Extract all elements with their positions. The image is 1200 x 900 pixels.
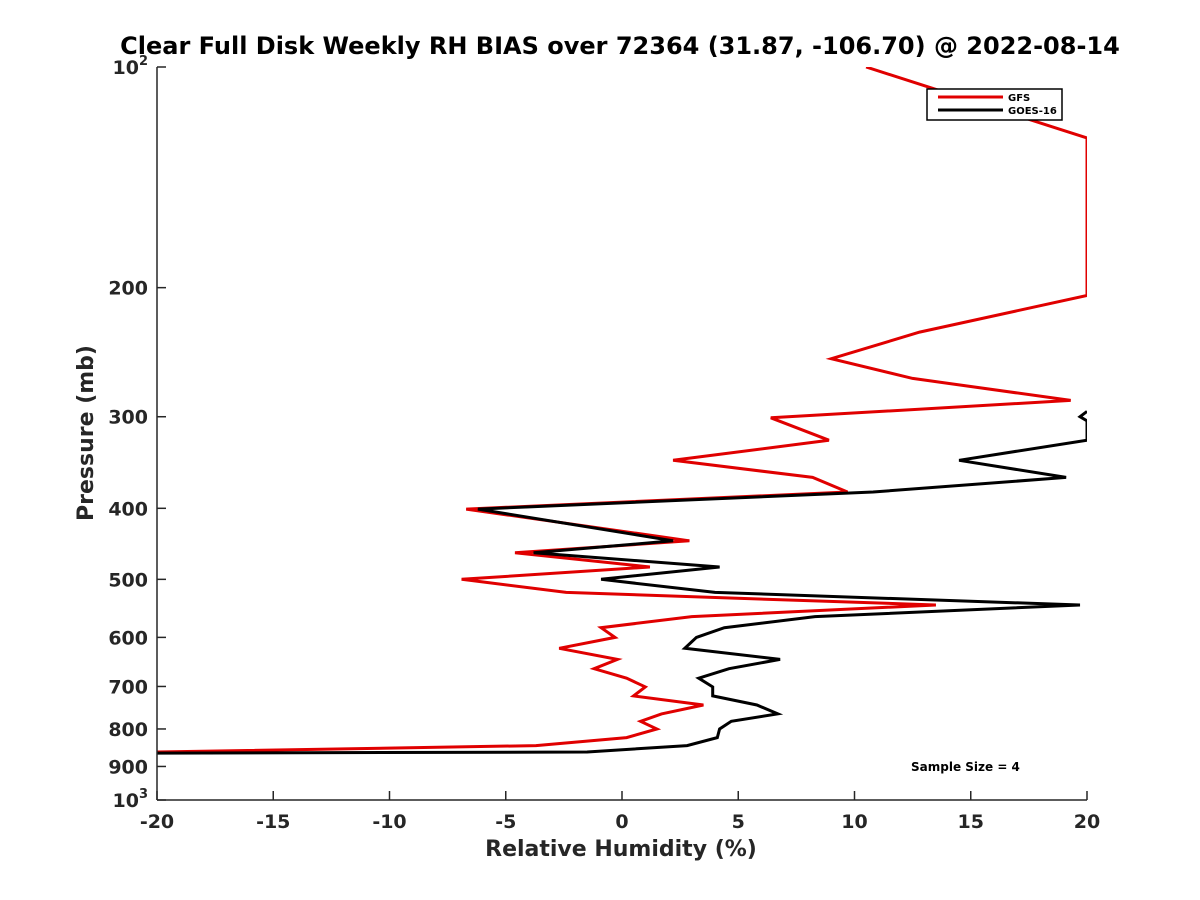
x-tick-label: -20 [140,811,174,833]
x-tick-label: 15 [958,811,984,833]
y-tick-label: 102 [113,54,149,79]
legend-label-gfs: GFS [1008,93,1030,104]
y-tick-label: 700 [108,676,148,698]
y-tick-label: 600 [108,627,148,649]
y-tick-exponent: 3 [139,787,148,802]
x-tick-label: 20 [1074,811,1100,833]
legend-label-goes16: GOES-16 [1008,106,1057,117]
y-tick-label: 900 [108,756,148,778]
x-tick-label: -15 [256,811,290,833]
x-tick-label: -10 [372,811,406,833]
y-tick-label: 103 [113,787,149,812]
series-line-gfs [157,67,1087,754]
legend-box [926,88,1063,121]
x-tick-label: 10 [841,811,867,833]
legend: GFS GOES-16 [926,88,1063,121]
y-tick-exponent: 2 [139,54,148,69]
series-line-goes16 [157,410,1087,755]
y-tick-label: 800 [108,719,148,741]
y-tick-base: 10 [113,57,139,79]
x-tick-label: 0 [615,811,628,833]
y-tick-base: 10 [113,790,139,812]
sample-size-annotation: Sample Size = 4 [911,760,1020,774]
y-tick-label: 500 [108,569,148,591]
series-layer [157,67,1087,755]
y-tick-label: 400 [108,498,148,520]
x-ticks: -20 -15 -10 -5 0 5 10 15 20 [140,791,1100,833]
x-tick-label: 5 [732,811,745,833]
y-axis-label: Pressure (mb) [74,345,99,521]
x-tick-label: -5 [495,811,516,833]
y-tick-label: 300 [108,407,148,429]
y-tick-label: 200 [108,278,148,300]
x-axis-label: Relative Humidity (%) [485,837,757,862]
chart-title: Clear Full Disk Weekly RH BIAS over 7236… [120,32,1120,60]
